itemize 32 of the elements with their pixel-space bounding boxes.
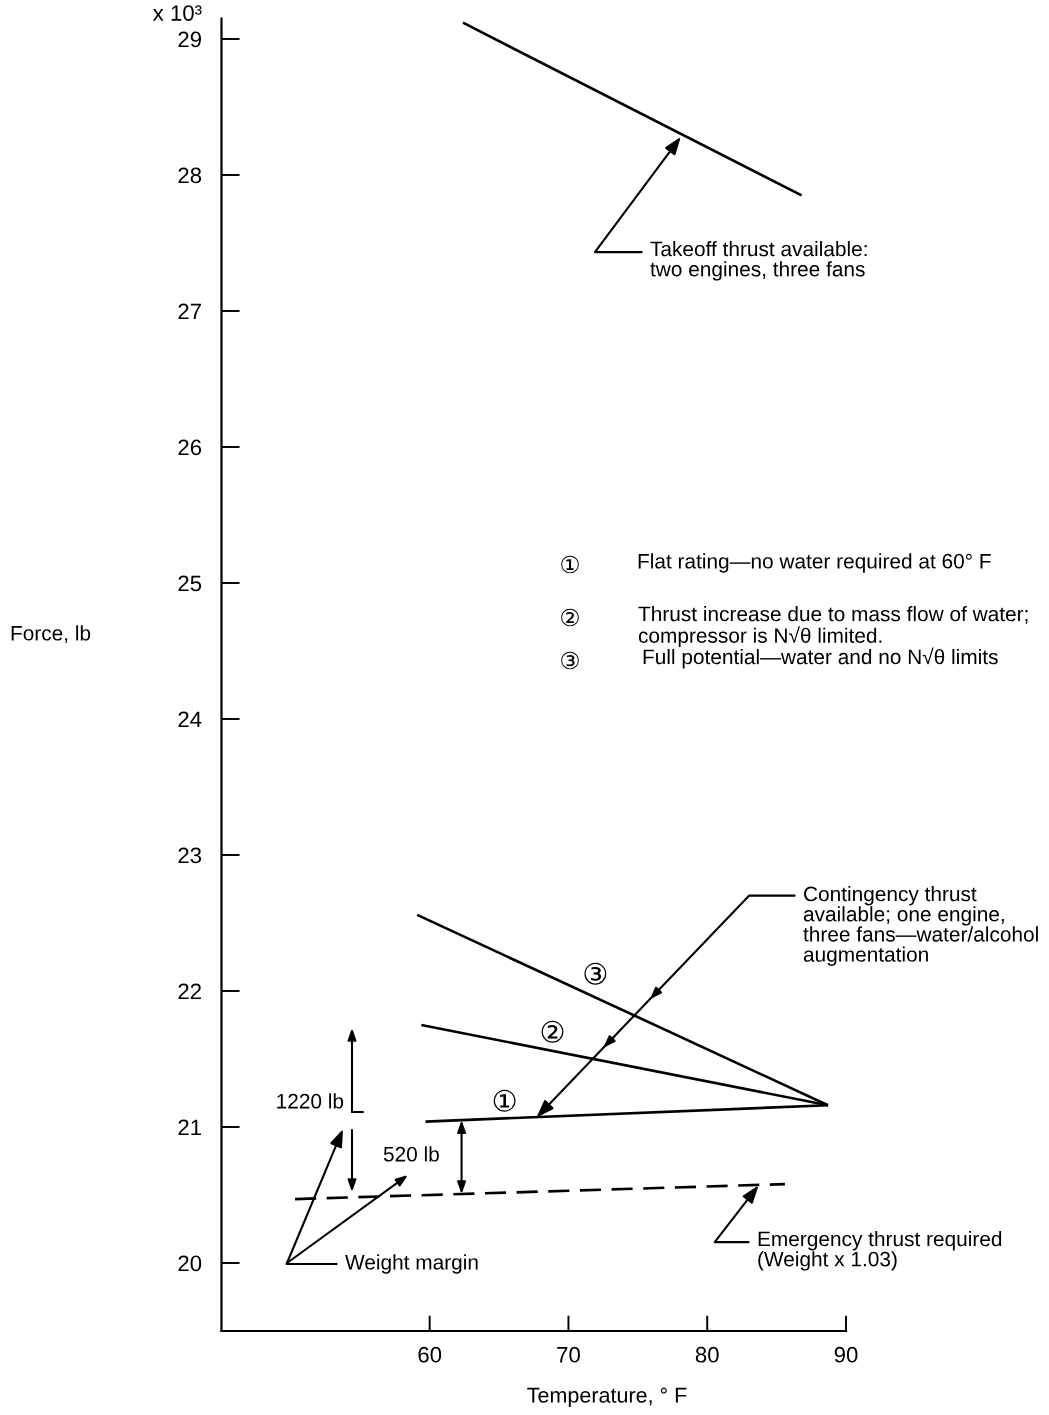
x-tick-label: 60 xyxy=(418,1346,442,1363)
annotation: Contingency thrust available; one engine, three fans—water/alcohol augmentation xyxy=(803,886,1038,966)
annotation: ② xyxy=(541,1020,564,1043)
annotation: Flat rating—no water required at 60° F xyxy=(638,553,991,573)
y-tick-label: 22 xyxy=(178,983,201,1000)
annotation: ② xyxy=(561,608,579,627)
annotation: ③ xyxy=(584,962,607,985)
y-tick-label: 21 xyxy=(178,1119,201,1136)
annotation: 1220 lb xyxy=(277,1093,344,1109)
y-tick-label: 28 xyxy=(178,167,202,184)
annotation: 520 lb xyxy=(383,1146,439,1162)
y-axis-title: Force, lb xyxy=(11,625,91,644)
annotation: ③ xyxy=(561,651,579,670)
annotation: Full potential—water and no N√θ limits xyxy=(643,647,998,669)
x-tick-label: 80 xyxy=(695,1346,719,1363)
y-tick-label: 26 xyxy=(178,439,202,456)
y-tick-label: 24 xyxy=(178,711,202,728)
y-tick-label: 27 xyxy=(178,303,201,320)
x-tick-label: 90 xyxy=(834,1346,858,1363)
x-axis-title: Temperature, ° F xyxy=(527,1387,687,1408)
annotation: ① xyxy=(561,555,579,574)
annotation: Takeoff thrust available: two engines, three fans xyxy=(650,241,867,281)
x-tick-label: 70 xyxy=(557,1346,580,1363)
annotation: Thrust increase due to mass flow of water; compressor is N√θ limited. xyxy=(638,606,1028,648)
y-tick-label: 29 xyxy=(178,31,201,48)
y-tick-label: 23 xyxy=(178,847,202,864)
annotation: ① xyxy=(493,1089,516,1112)
y-tick-label: 20 xyxy=(178,1255,202,1272)
annotation: Weight margin xyxy=(345,1254,478,1274)
text: x 10³ xyxy=(152,5,202,21)
annotation: Emergency thrust required (Weight x 1.03) xyxy=(758,1231,1002,1271)
y-tick-label: 25 xyxy=(178,575,202,592)
